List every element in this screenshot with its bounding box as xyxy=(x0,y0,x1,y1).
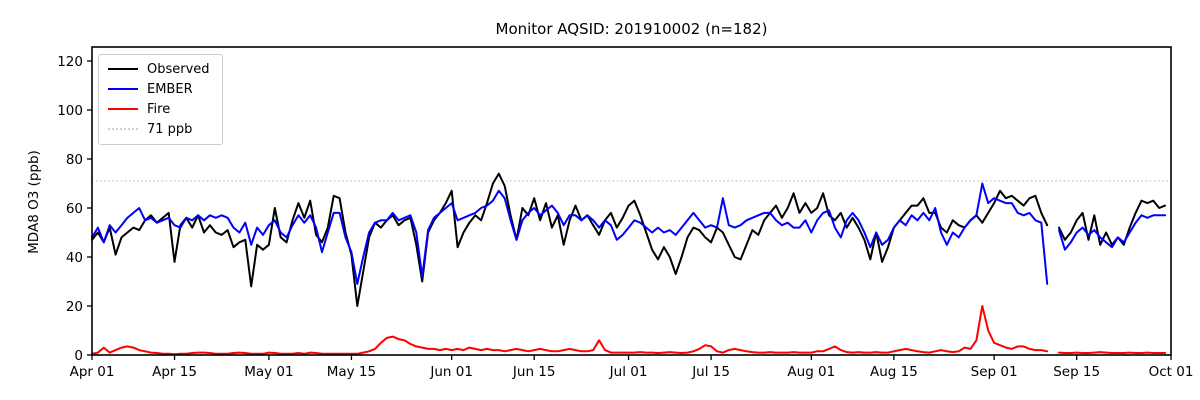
legend-label: 71 ppb xyxy=(147,121,193,137)
y-tick-label: 20 xyxy=(66,299,83,315)
x-tick-label: May 01 xyxy=(244,364,293,380)
x-tick-label: Oct 01 xyxy=(1149,364,1194,380)
legend-item-observed: Observed xyxy=(108,61,210,77)
y-tick-label: 40 xyxy=(66,250,83,266)
observed-line xyxy=(91,172,1167,307)
legend-label: EMBER xyxy=(147,81,193,97)
legend-swatch xyxy=(108,108,138,110)
x-tick-label: Apr 15 xyxy=(152,364,197,380)
y-tick-label: 80 xyxy=(66,152,83,168)
legend-swatch xyxy=(108,128,138,130)
chart-title: Monitor AQSID: 201910002 (n=182) xyxy=(495,20,768,38)
x-tick-label: Apr 01 xyxy=(70,364,115,380)
axes-frame xyxy=(91,46,1172,356)
legend-swatch xyxy=(108,88,138,90)
x-tick-label: Jul 15 xyxy=(691,364,730,380)
y-tick-label: 120 xyxy=(57,54,83,70)
x-tick-label: Sep 15 xyxy=(1053,364,1100,380)
legend: Observed EMBER Fire 71 ppb xyxy=(98,54,223,145)
x-tick-label: May 15 xyxy=(327,364,376,380)
y-tick-label: 0 xyxy=(74,348,83,364)
legend-label: Observed xyxy=(147,61,210,77)
x-tick-label: Jun 15 xyxy=(512,364,556,380)
x-tick-label: Jun 01 xyxy=(429,364,473,380)
legend-swatch xyxy=(108,68,138,70)
x-tick-label: Jul 01 xyxy=(609,364,648,380)
ember-line xyxy=(91,182,1167,285)
legend-item-threshold: 71 ppb xyxy=(108,121,210,137)
x-tick-label: Sep 01 xyxy=(971,364,1018,380)
y-tick-label: 100 xyxy=(57,103,83,119)
y-tick-label: 60 xyxy=(66,201,83,217)
fire-line xyxy=(91,305,1167,356)
legend-label: Fire xyxy=(147,101,171,117)
legend-item-fire: Fire xyxy=(108,101,210,117)
x-tick-label: Aug 01 xyxy=(787,364,835,380)
legend-item-ember: EMBER xyxy=(108,81,210,97)
x-tick-label: Aug 15 xyxy=(870,364,918,380)
